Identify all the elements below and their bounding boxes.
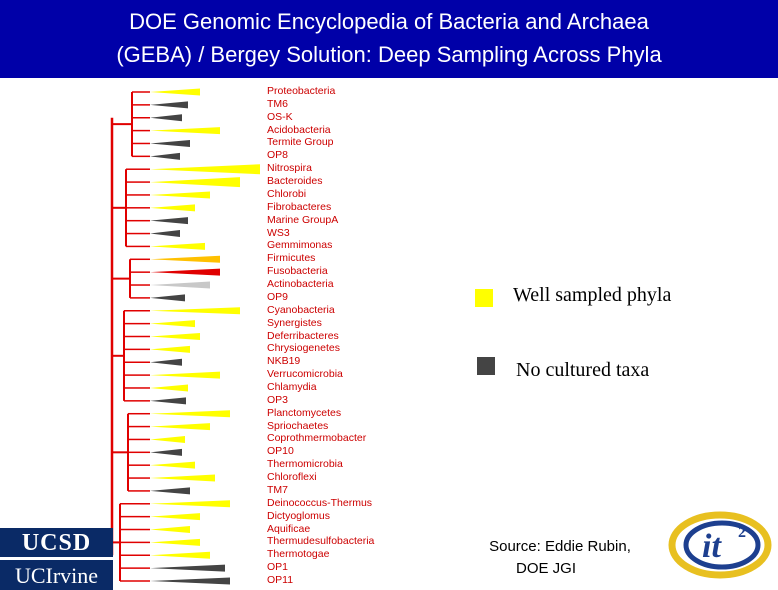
phylum-label: TM6 — [267, 97, 288, 110]
phylum-wedge — [150, 255, 220, 263]
phylum-label: OP8 — [267, 149, 289, 162]
title-banner: DOE Genomic Encyclopedia of Bacteria and… — [0, 0, 778, 78]
phylum-wedge — [150, 500, 230, 508]
phylum-wedge — [150, 114, 182, 122]
phylum-label: OP10 — [267, 445, 294, 458]
phylum-wedge — [150, 423, 210, 431]
phylum-wedge — [150, 564, 225, 572]
phylum-wedge — [150, 242, 205, 250]
ucsd-logo: UCSD — [0, 528, 113, 557]
phylum-wedge — [150, 513, 200, 521]
phylum-label: Bacteroides — [267, 175, 323, 188]
phylum-wedge — [150, 127, 220, 135]
phylum-label: Nitrospira — [267, 162, 312, 175]
it2-logo-text: it — [702, 528, 722, 565]
phylum-wedge — [150, 101, 188, 109]
phylum-wedge — [150, 217, 188, 225]
phylum-label: Deinococcus-Thermus — [267, 496, 373, 509]
phylum-label: Chlamydia — [267, 380, 317, 393]
phylum-label: WS3 — [267, 226, 290, 239]
it2-logo-superscript: 2 — [738, 524, 746, 541]
phylum-label: OS-K — [267, 110, 293, 123]
phylum-label: Termite Group — [267, 136, 334, 149]
phylum-label: Chrysiogenetes — [267, 342, 340, 355]
phylum-wedge — [150, 577, 230, 585]
phylum-label: Spriochaetes — [267, 419, 329, 432]
phylum-wedge — [150, 397, 186, 405]
well-sampled-swatch — [475, 289, 493, 307]
phylum-label: Deferribacteres — [267, 329, 339, 342]
phylum-wedge — [150, 435, 185, 443]
source-credit-line-2: DOE JGI — [515, 560, 576, 577]
phylum-label: Firmicutes — [267, 252, 316, 265]
phylum-wedge — [150, 448, 182, 456]
phylum-wedge — [150, 139, 190, 147]
phylum-wedge — [150, 88, 200, 96]
phylum-wedge — [150, 333, 200, 340]
phylum-wedge — [150, 177, 240, 188]
phylum-label: Synergistes — [267, 316, 322, 329]
phylum-wedge — [150, 538, 200, 546]
phylum-wedge — [150, 410, 230, 418]
phylum-wedge — [150, 345, 190, 353]
phylum-label: NKB19 — [267, 355, 301, 368]
phylum-label: Gemmimonas — [267, 239, 333, 252]
phylum-wedge — [150, 358, 182, 366]
phylum-label: Planctomycetes — [267, 406, 342, 419]
phylum-label: OP11 — [267, 574, 294, 586]
phylum-wedge — [150, 152, 180, 160]
phylum-label: OP3 — [267, 393, 289, 406]
phylum-wedge — [150, 307, 240, 315]
phylum-wedge — [150, 384, 188, 392]
phylum-wedge — [150, 204, 195, 212]
phylum-wedge — [150, 320, 195, 328]
phylum-wedge — [150, 268, 220, 276]
phylum-label: Chlorobi — [267, 187, 307, 200]
phylum-label: Coprothmermobacter — [267, 432, 367, 445]
phylum-wedge — [150, 164, 260, 175]
phylum-wedge — [150, 230, 180, 238]
phylum-label: Actinobacteria — [267, 278, 334, 291]
phylum-label: Thermotogae — [267, 548, 330, 561]
phylum-label: OP1 — [267, 561, 289, 574]
phylum-label: Aquificae — [267, 522, 311, 535]
uc-irvine-logo: UCIrvine — [0, 560, 113, 590]
phylum-wedge — [150, 294, 185, 302]
phylum-wedge — [150, 461, 195, 469]
phylum-label: Thermomicrobia — [267, 458, 343, 471]
phylum-label: Fusobacteria — [267, 265, 328, 278]
phylum-wedge — [150, 474, 215, 482]
phylum-label: Fibrobacteres — [267, 200, 332, 213]
phylum-label: TM7 — [267, 483, 288, 496]
phylum-label: Thermudesulfobacteria — [267, 535, 375, 548]
phylogenetic-tree — [110, 88, 260, 585]
phylum-wedge — [150, 191, 210, 199]
phylum-wedge — [150, 281, 210, 289]
phylum-wedge — [150, 371, 220, 379]
calit2-logo: it 2 — [668, 511, 772, 579]
phylum-wedge — [150, 551, 210, 559]
phylum-label: Verrucomicrobia — [267, 368, 343, 381]
source-credit-line-1: Source: Eddie Rubin, — [489, 538, 631, 555]
phylum-label: Dictyoglomus — [267, 509, 331, 522]
phylum-label: OP9 — [267, 290, 289, 303]
phylum-label: Chloroflexi — [267, 471, 317, 484]
well-sampled-legend-label: Well sampled phyla — [513, 284, 672, 306]
slide-title-line-2: (GEBA) / Bergey Solution: Deep Sampling … — [116, 42, 662, 67]
phylum-wedge — [150, 487, 190, 495]
phylum-label: Proteobacteria — [267, 85, 336, 97]
no-cultured-swatch — [477, 357, 495, 375]
phylum-label: Acidobacteria — [267, 123, 331, 136]
phylum-label: Cyanobacteria — [267, 303, 335, 316]
slide-title-line-1: DOE Genomic Encyclopedia of Bacteria and… — [129, 9, 649, 34]
phylum-wedge — [150, 526, 190, 534]
no-cultured-legend-label: No cultured taxa — [516, 359, 650, 381]
phylum-label: Marine GroupA — [267, 213, 339, 226]
